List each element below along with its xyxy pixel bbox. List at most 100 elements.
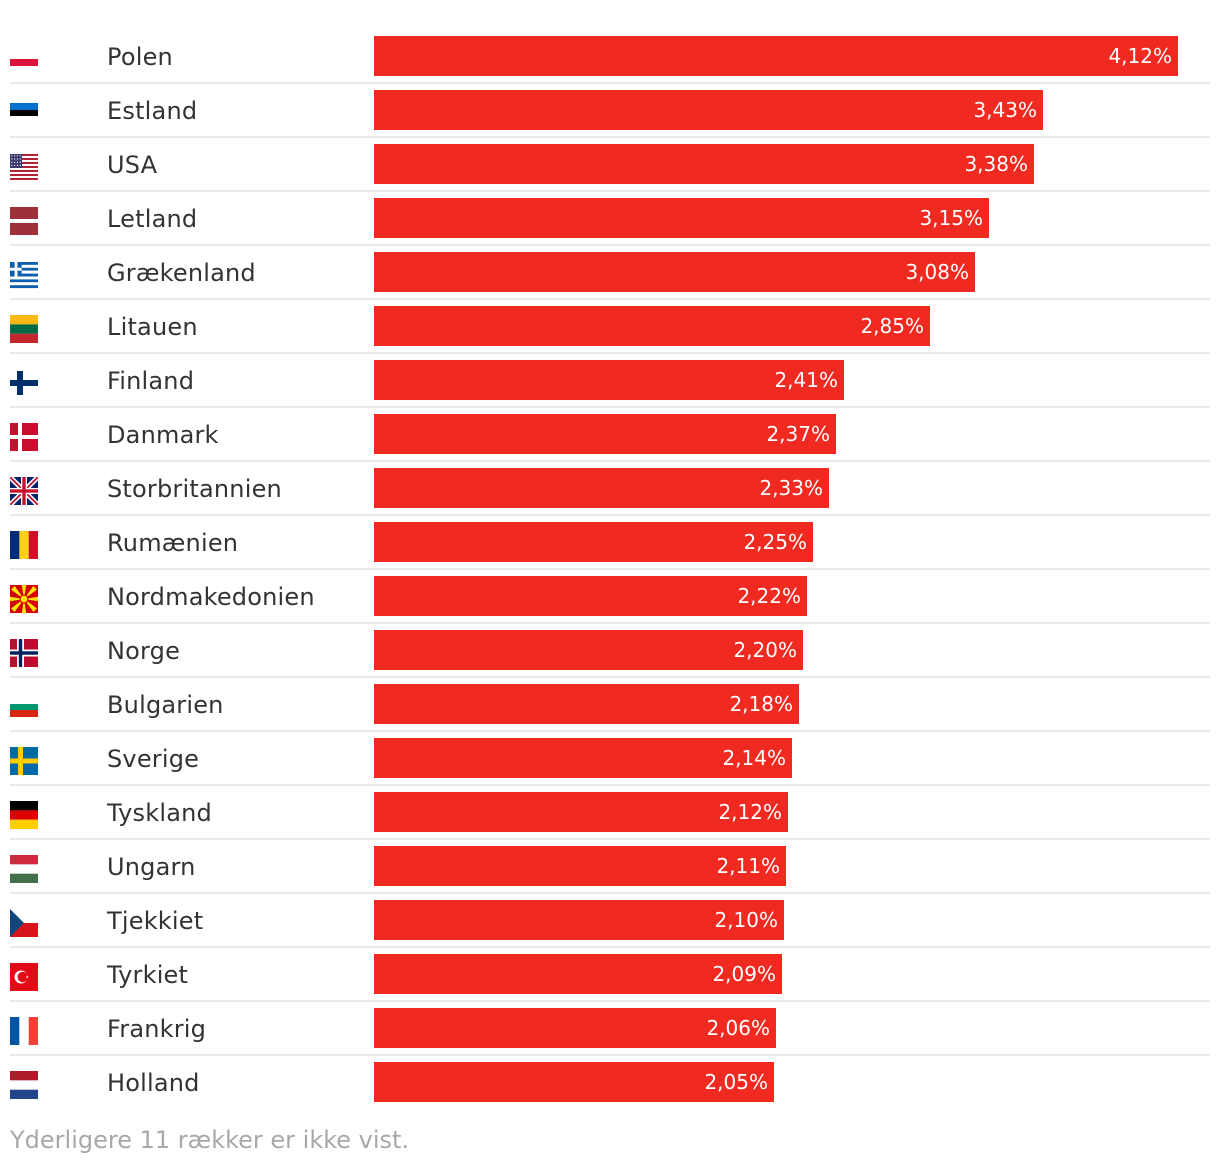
country-label: Tjekkiet bbox=[107, 907, 204, 935]
flag-czechia-icon bbox=[10, 909, 38, 937]
bar: 2,06% bbox=[374, 1008, 776, 1048]
bar-value-label: 3,08% bbox=[905, 260, 969, 284]
country-label: Nordmakedonien bbox=[107, 583, 315, 611]
country-label: USA bbox=[107, 151, 158, 179]
chart-row: Tjekkiet 2,10% bbox=[10, 894, 1210, 948]
country-label: Estland bbox=[107, 97, 198, 125]
bar-value-label: 2,37% bbox=[766, 422, 830, 446]
chart-row: USA 3,38% bbox=[10, 138, 1210, 192]
chart-row: Rumænien 2,25% bbox=[10, 516, 1210, 570]
bar: 2,11% bbox=[374, 846, 786, 886]
flag-norway-icon bbox=[10, 639, 38, 667]
country-label: Ungarn bbox=[107, 853, 196, 881]
bar-value-label: 4,12% bbox=[1108, 44, 1172, 68]
flag-north-macedonia-icon bbox=[10, 585, 38, 613]
bar: 2,33% bbox=[374, 468, 829, 508]
flag-hungary-icon bbox=[10, 855, 38, 883]
bar: 2,22% bbox=[374, 576, 807, 616]
chart-row: Grækenland 3,08% bbox=[10, 246, 1210, 300]
country-label: Holland bbox=[107, 1069, 200, 1097]
flag-germany-icon bbox=[10, 801, 38, 829]
bar-value-label: 2,06% bbox=[706, 1016, 770, 1040]
chart-row: Estland 3,43% bbox=[10, 84, 1210, 138]
chart-row: Letland 3,15% bbox=[10, 192, 1210, 246]
chart-row: Frankrig 2,06% bbox=[10, 1002, 1210, 1056]
flag-finland-icon bbox=[10, 371, 38, 395]
bar: 3,15% bbox=[374, 198, 989, 238]
flag-greece-icon bbox=[10, 262, 38, 289]
chart-row: Litauen 2,85% bbox=[10, 300, 1210, 354]
chart-row: Nordmakedonien 2,22% bbox=[10, 570, 1210, 624]
bar: 2,18% bbox=[374, 684, 799, 724]
country-label: Norge bbox=[107, 637, 181, 665]
country-label: Bulgarien bbox=[107, 691, 224, 719]
flag-denmark-icon bbox=[10, 423, 38, 451]
chart-row: Finland 2,41% bbox=[10, 354, 1210, 408]
chart-row: Holland 2,05% bbox=[10, 1056, 1210, 1110]
flag-lithuania-icon bbox=[10, 315, 38, 343]
chart-row: Danmark 2,37% bbox=[10, 408, 1210, 462]
bar-value-label: 2,41% bbox=[774, 368, 838, 392]
chart-row: Polen 4,12% bbox=[10, 30, 1210, 84]
country-label: Grækenland bbox=[107, 259, 256, 287]
flag-netherlands-icon bbox=[10, 1071, 38, 1099]
bar: 2,05% bbox=[374, 1062, 774, 1102]
bar: 2,09% bbox=[374, 954, 782, 994]
bar-chart: Polen 4,12% Estland 3,43% USA 3,38% Letland 3,1… bbox=[10, 30, 1210, 1110]
bar: 4,12% bbox=[374, 36, 1178, 76]
chart-row: Tyrkiet 2,09% bbox=[10, 948, 1210, 1002]
bar-value-label: 2,05% bbox=[704, 1070, 768, 1094]
bar-value-label: 2,10% bbox=[714, 908, 778, 932]
bar-value-label: 2,33% bbox=[759, 476, 823, 500]
bar: 2,14% bbox=[374, 738, 792, 778]
flag-sweden-icon bbox=[10, 747, 38, 775]
bar: 2,85% bbox=[374, 306, 930, 346]
country-label: Litauen bbox=[107, 313, 198, 341]
country-label: Sverige bbox=[107, 745, 200, 773]
country-label: Tyskland bbox=[107, 799, 212, 827]
bar-value-label: 3,15% bbox=[919, 206, 983, 230]
flag-usa-icon bbox=[10, 154, 38, 180]
bar-value-label: 2,11% bbox=[716, 854, 780, 878]
bar: 2,41% bbox=[374, 360, 844, 400]
bar: 2,20% bbox=[374, 630, 803, 670]
bar-value-label: 2,14% bbox=[722, 746, 786, 770]
bar-value-label: 3,38% bbox=[964, 152, 1028, 176]
country-label: Danmark bbox=[107, 421, 219, 449]
bar: 2,10% bbox=[374, 900, 784, 940]
country-label: Storbritannien bbox=[107, 475, 282, 503]
bar-value-label: 2,09% bbox=[712, 962, 776, 986]
country-label: Rumænien bbox=[107, 529, 239, 557]
bar-value-label: 2,22% bbox=[737, 584, 801, 608]
flag-poland-icon bbox=[10, 52, 38, 66]
flag-turkey-icon bbox=[10, 963, 38, 991]
bar-value-label: 2,20% bbox=[733, 638, 797, 662]
country-label: Polen bbox=[107, 43, 173, 71]
chart-row: Norge 2,20% bbox=[10, 624, 1210, 678]
bar: 3,08% bbox=[374, 252, 975, 292]
country-label: Letland bbox=[107, 205, 198, 233]
footnote: Yderligere 11 rækker er ikke vist. bbox=[10, 1126, 410, 1154]
flag-latvia-icon bbox=[10, 207, 38, 235]
country-label: Tyrkiet bbox=[107, 961, 189, 989]
country-label: Frankrig bbox=[107, 1015, 207, 1043]
chart-row: Tyskland 2,12% bbox=[10, 786, 1210, 840]
bar-value-label: 2,12% bbox=[718, 800, 782, 824]
bar-value-label: 3,43% bbox=[973, 98, 1037, 122]
flag-estonia-icon bbox=[10, 103, 38, 123]
bar: 3,43% bbox=[374, 90, 1043, 130]
flag-romania-icon bbox=[10, 531, 38, 559]
country-label: Finland bbox=[107, 367, 195, 395]
bar: 2,12% bbox=[374, 792, 788, 832]
bar-value-label: 2,85% bbox=[860, 314, 924, 338]
bar-value-label: 2,18% bbox=[729, 692, 793, 716]
bar-value-label: 2,25% bbox=[743, 530, 807, 554]
chart-row: Storbritannien 2,33% bbox=[10, 462, 1210, 516]
bar: 3,38% bbox=[374, 144, 1034, 184]
flag-france-icon bbox=[10, 1017, 38, 1045]
bar: 2,25% bbox=[374, 522, 813, 562]
chart-row: Sverige 2,14% bbox=[10, 732, 1210, 786]
bar: 2,37% bbox=[374, 414, 836, 454]
chart-row: Ungarn 2,11% bbox=[10, 840, 1210, 894]
flag-uk-icon bbox=[10, 477, 38, 505]
